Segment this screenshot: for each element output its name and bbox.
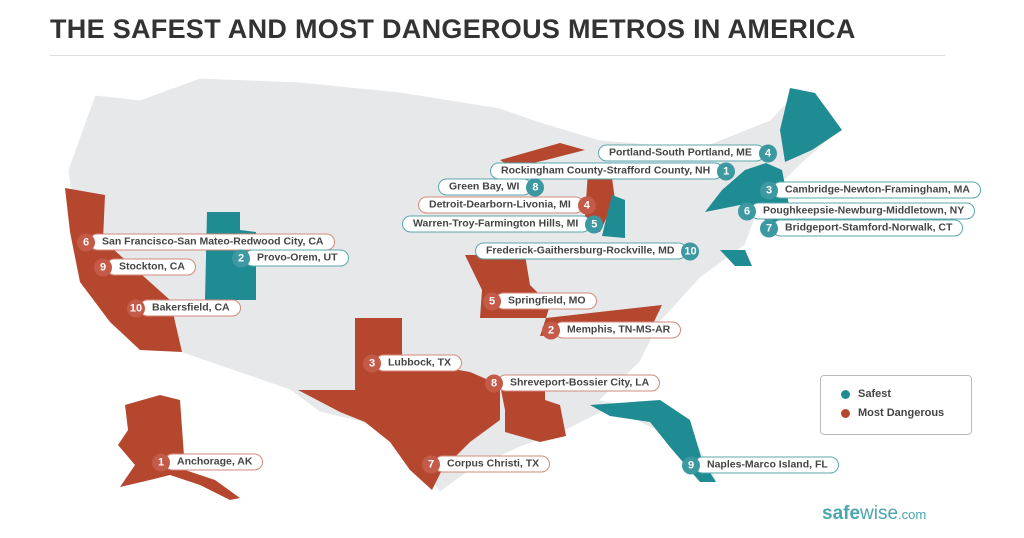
page-title: THE SAFEST AND MOST DANGEROUS METROS IN … <box>50 14 856 44</box>
rank-badge: 9 <box>682 456 700 474</box>
rank-badge: 7 <box>422 455 440 473</box>
metro-name: Frederick-Gaithersburg-Rockville, MD <box>475 242 688 260</box>
metro-label: 8 Shreveport-Bossier City, LA <box>485 374 661 392</box>
legend-label: Safest <box>858 388 892 400</box>
metro-label: Green Bay, WI 8 <box>438 178 545 196</box>
metro-name: Springfield, MO <box>495 292 597 310</box>
metro-name: Green Bay, WI <box>438 178 533 196</box>
state-louisiana <box>500 385 566 442</box>
rank-badge: 10 <box>681 242 700 260</box>
red-dot-icon <box>841 408 850 418</box>
legend-item-most-dangerous: Most Dangerous <box>841 407 944 419</box>
state-alaska <box>118 395 240 500</box>
state-texas <box>298 318 500 490</box>
metro-name: Shreveport-Bossier City, LA <box>497 374 661 392</box>
rank-badge: 1 <box>717 162 736 180</box>
rank-badge: 3 <box>760 181 778 199</box>
metro-label: 10 Bakersfield, CA <box>127 299 241 317</box>
metro-name: Corpus Christi, TX <box>434 455 551 473</box>
legend-label: Most Dangerous <box>858 407 945 419</box>
metro-label: 3 Cambridge-Newton-Framingham, MA <box>760 181 981 199</box>
rank-badge: 5 <box>585 215 604 233</box>
metro-name: Naples-Marco Island, FL <box>694 456 839 474</box>
rank-badge: 10 <box>127 299 145 317</box>
metro-name: Poughkeepsie-Newburg-Middletown, NY <box>750 202 976 220</box>
metro-name: Stockton, CA <box>106 258 196 276</box>
metro-label: 2 Memphis, TN-MS-AR <box>542 321 682 339</box>
metro-label: 5 Springfield, MO <box>483 292 597 310</box>
metro-label: 9 Stockton, CA <box>94 258 196 276</box>
rank-badge: 2 <box>542 321 560 339</box>
metro-label: 7 Bridgeport-Stamford-Norwalk, CT <box>760 219 964 237</box>
rank-badge: 4 <box>577 196 596 214</box>
rank-badge: 2 <box>232 249 250 267</box>
rank-badge: 6 <box>738 202 756 220</box>
metro-label: 9 Naples-Marco Island, FL <box>682 456 839 474</box>
metro-name: Rockingham County-Strafford County, NH <box>490 162 724 180</box>
metro-name: Memphis, TN-MS-AR <box>554 321 682 339</box>
rank-badge: 8 <box>526 178 545 196</box>
metro-name: Warren-Troy-Farmington Hills, MI <box>402 215 592 233</box>
rank-badge: 3 <box>363 354 381 372</box>
rank-badge: 1 <box>152 453 170 471</box>
state-maine-nh <box>780 88 842 162</box>
metro-name: Portland-South Portland, ME <box>598 144 765 162</box>
state-michigan-southeast <box>602 195 625 238</box>
metro-label: Frederick-Gaithersburg-Rockville, MD 10 <box>475 242 700 260</box>
metro-label: Warren-Troy-Farmington Hills, MI 5 <box>402 215 604 233</box>
metro-label: 2 Provo-Orem, UT <box>232 249 349 267</box>
metro-name: Cambridge-Newton-Framingham, MA <box>772 181 981 199</box>
metro-name: Detroit-Dearborn-Livonia, MI <box>418 196 584 214</box>
rank-badge: 8 <box>485 374 503 392</box>
rank-badge: 4 <box>758 144 777 162</box>
metro-name: Bridgeport-Stamford-Norwalk, CT <box>772 219 964 237</box>
metro-label: 3 Lubbock, TX <box>363 354 462 372</box>
rank-badge: 9 <box>94 258 112 276</box>
metro-label: Portland-South Portland, ME 4 <box>598 144 777 162</box>
metro-name: Anchorage, AK <box>164 453 264 471</box>
legend-item-safest: Safest <box>841 388 891 400</box>
metro-label: 1 Anchorage, AK <box>152 453 264 471</box>
metro-label: Detroit-Dearborn-Livonia, MI 4 <box>418 196 596 214</box>
metro-label: 7 Corpus Christi, TX <box>422 455 551 473</box>
rank-badge: 5 <box>483 292 501 310</box>
metro-name: Lubbock, TX <box>375 354 462 372</box>
safewise-logo: safewise.com <box>822 503 927 524</box>
rank-badge: 7 <box>760 219 778 237</box>
metro-label: 6 San Francisco-San Mateo-Redwood City, C… <box>77 233 335 251</box>
legend: Safest Most Dangerous <box>820 375 972 435</box>
state-michigan-upper <box>500 143 585 168</box>
title-divider <box>50 55 945 56</box>
rank-badge: 6 <box>77 233 95 251</box>
metro-label: Rockingham County-Strafford County, NH 1 <box>490 162 736 180</box>
teal-dot-icon <box>841 389 850 399</box>
metro-name: Bakersfield, CA <box>139 299 241 317</box>
metro-name: Provo-Orem, UT <box>244 249 349 267</box>
metro-name: San Francisco-San Mateo-Redwood City, CA <box>89 233 335 251</box>
state-maryland <box>720 250 752 266</box>
metro-label: 6 Poughkeepsie-Newburg-Middletown, NY <box>738 202 976 220</box>
